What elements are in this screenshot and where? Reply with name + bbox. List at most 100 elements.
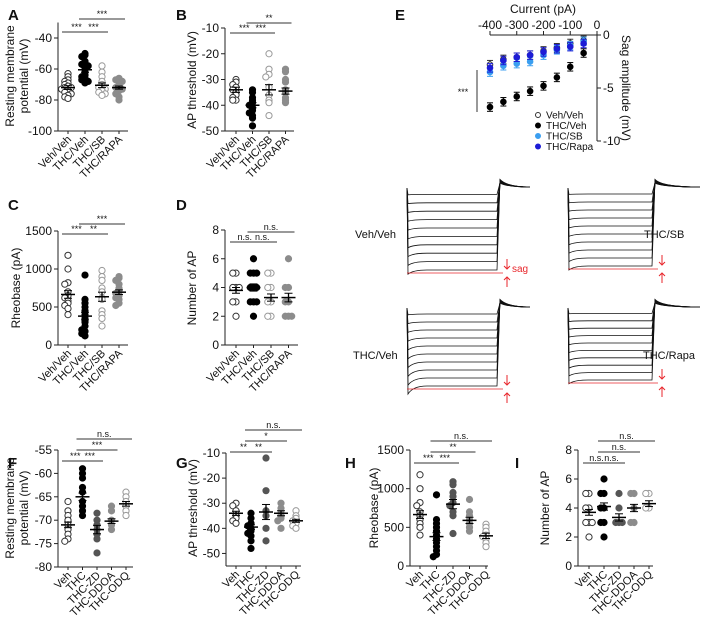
x-axis-label: Current (pA) bbox=[510, 2, 576, 16]
voltage-trace bbox=[567, 300, 701, 346]
data-point bbox=[449, 481, 457, 489]
y-axis-label: Rheobase (pA) bbox=[9, 248, 23, 329]
arrow-up-icon bbox=[503, 276, 511, 287]
y-tick-label: -60 bbox=[35, 466, 53, 480]
data-point bbox=[281, 68, 290, 76]
data-point bbox=[540, 82, 547, 90]
data-point bbox=[597, 489, 605, 498]
y-tick-label: -55 bbox=[35, 443, 53, 457]
data-point bbox=[612, 518, 620, 527]
data-point bbox=[229, 298, 237, 306]
significance-label: n.s. bbox=[97, 429, 112, 439]
data-point bbox=[262, 487, 270, 495]
data-point bbox=[449, 529, 457, 538]
y-tick-label: -65 bbox=[35, 490, 53, 504]
data-point bbox=[281, 312, 289, 320]
data-point bbox=[416, 485, 424, 493]
data-point bbox=[264, 283, 272, 292]
legend-marker bbox=[535, 133, 541, 139]
data-point bbox=[627, 518, 635, 527]
arrow-down-icon bbox=[503, 375, 511, 386]
y-tick-label: 0 bbox=[565, 559, 572, 573]
y-tick-label: -5 bbox=[603, 81, 614, 95]
data-point bbox=[264, 269, 272, 277]
voltage-trace bbox=[567, 298, 701, 385]
y-tick-label: -40 bbox=[35, 31, 53, 45]
significance-label: * bbox=[264, 431, 268, 441]
data-point bbox=[78, 511, 87, 520]
data-point bbox=[81, 271, 89, 279]
data-point bbox=[553, 45, 561, 53]
y-axis-label: potential (mV) bbox=[17, 39, 31, 114]
data-point bbox=[249, 312, 258, 320]
trace-label-thc-veh: THC/Veh bbox=[353, 350, 398, 362]
arrow-up-icon bbox=[658, 272, 666, 283]
data-point bbox=[248, 114, 257, 122]
data-point bbox=[526, 51, 534, 59]
y-tick-label: 1500 bbox=[25, 224, 52, 238]
y-tick-label: -20 bbox=[203, 471, 221, 485]
y-tick-label: 6 bbox=[565, 472, 572, 486]
voltage-trace bbox=[567, 302, 701, 315]
voltage-traces-1 bbox=[567, 178, 701, 283]
data-point bbox=[482, 543, 490, 551]
data-point bbox=[247, 544, 255, 553]
data-point bbox=[115, 96, 123, 104]
y-axis-label: AP threshold (mV) bbox=[185, 31, 199, 129]
data-point bbox=[486, 64, 494, 72]
significance-label: ** bbox=[265, 13, 273, 23]
data-point bbox=[93, 509, 101, 517]
voltage-traces-3 bbox=[567, 298, 701, 397]
voltage-trace bbox=[406, 178, 531, 267]
y-tick-label: 4 bbox=[212, 281, 219, 295]
data-point bbox=[264, 298, 272, 306]
significance-label: n.s. bbox=[237, 232, 252, 242]
voltage-traces-0 bbox=[406, 178, 531, 287]
voltage-trace bbox=[567, 178, 701, 271]
y-tick-label: -70 bbox=[35, 513, 53, 527]
y-tick-label: 8 bbox=[565, 443, 572, 457]
panel-label-a: A bbox=[8, 7, 19, 24]
voltage-trace bbox=[406, 181, 531, 213]
voltage-trace bbox=[567, 300, 701, 354]
panel-a: -40 -60 -80 -100 Resting membrane potential (… bbox=[3, 9, 128, 181]
significance-label: *** bbox=[439, 453, 450, 463]
significance-label: n.s. bbox=[604, 453, 619, 463]
data-point bbox=[600, 533, 608, 541]
voltage-trace bbox=[567, 181, 701, 221]
data-point bbox=[413, 502, 421, 510]
data-point bbox=[262, 537, 270, 545]
data-point bbox=[98, 322, 106, 330]
data-point bbox=[229, 502, 237, 510]
data-point bbox=[265, 111, 273, 120]
significance-label: *** bbox=[71, 224, 82, 234]
y-tick-label: 0 bbox=[603, 28, 610, 42]
data-point bbox=[265, 50, 273, 58]
data-point bbox=[264, 312, 272, 320]
x-tick-label: -200 bbox=[531, 18, 555, 32]
significance-label: ** bbox=[449, 442, 457, 452]
significance-label: n.s. bbox=[255, 232, 270, 242]
data-point bbox=[566, 63, 574, 71]
significance-label: ** bbox=[240, 442, 248, 452]
y-tick-label: 0 bbox=[45, 338, 52, 352]
data-point bbox=[281, 78, 290, 86]
voltage-trace bbox=[567, 178, 701, 263]
y-tick-label: 0 bbox=[212, 338, 219, 352]
data-point bbox=[600, 475, 608, 483]
data-point bbox=[288, 312, 296, 320]
data-point bbox=[500, 57, 507, 64]
data-point bbox=[232, 312, 240, 320]
legend-marker bbox=[535, 143, 541, 150]
significance-label: *** bbox=[97, 214, 108, 224]
data-point bbox=[229, 269, 237, 277]
data-point bbox=[582, 504, 590, 512]
legend-label: THC/Veh bbox=[546, 121, 587, 132]
y-tick-label: 1000 bbox=[25, 262, 52, 276]
voltage-trace bbox=[406, 302, 531, 316]
data-point bbox=[615, 504, 623, 512]
panel-label-e: E bbox=[395, 7, 405, 24]
